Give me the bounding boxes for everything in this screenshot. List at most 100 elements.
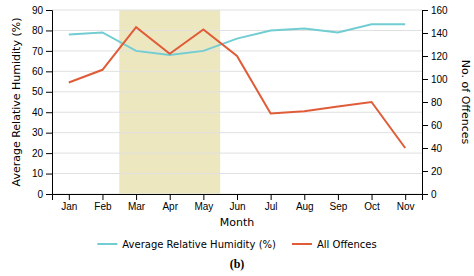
tick-label: Sep bbox=[330, 201, 348, 212]
tick-label: 50 bbox=[32, 86, 44, 97]
tick: 0 bbox=[37, 189, 52, 200]
tick: 80 bbox=[422, 97, 443, 108]
tick: 40 bbox=[32, 107, 52, 118]
axis-line bbox=[53, 195, 423, 201]
tick-mark bbox=[46, 10, 52, 11]
tick-label: 40 bbox=[32, 107, 44, 118]
tick-mark bbox=[46, 194, 52, 195]
tick-mark bbox=[422, 56, 428, 57]
tick-label: 30 bbox=[32, 127, 44, 138]
tick-mark bbox=[422, 125, 428, 126]
tick-mark bbox=[304, 194, 305, 200]
tick-label: 0 bbox=[431, 189, 437, 200]
tick-label: Mar bbox=[128, 201, 146, 212]
tick: 30 bbox=[32, 127, 52, 138]
axis-line bbox=[46, 11, 53, 195]
tick-mark bbox=[46, 92, 52, 93]
tick-mark bbox=[422, 148, 428, 149]
tick-label: 140 bbox=[431, 28, 448, 39]
tick: Sep bbox=[330, 194, 348, 212]
tick-mark bbox=[203, 194, 204, 200]
tick-label: Jul bbox=[265, 201, 278, 212]
grid-line bbox=[52, 112, 422, 113]
tick-mark bbox=[422, 33, 428, 34]
tick: 20 bbox=[32, 148, 52, 159]
tick-mark bbox=[422, 194, 428, 195]
tick-mark bbox=[69, 194, 70, 200]
tick: Aug bbox=[296, 194, 314, 212]
tick-mark bbox=[136, 194, 137, 200]
tick: 40 bbox=[422, 143, 443, 154]
plot: JanFebMarAprMayJunJulAugSepOctNov0102030… bbox=[10, 5, 472, 229]
tick: 80 bbox=[32, 25, 52, 36]
tick-label: May bbox=[194, 201, 213, 212]
tick-mark bbox=[46, 174, 52, 175]
tick-label: 80 bbox=[431, 97, 443, 108]
legend-item: Average Relative Humidity (%) bbox=[97, 239, 276, 250]
caption: (b) bbox=[230, 257, 245, 271]
tick: 100 bbox=[422, 74, 448, 85]
tick-label: 40 bbox=[431, 143, 443, 154]
axis-line bbox=[423, 11, 429, 195]
tick: 20 bbox=[422, 166, 443, 177]
tick-label: Jan bbox=[61, 201, 77, 212]
tick-mark bbox=[46, 153, 52, 154]
tick: Oct bbox=[364, 194, 380, 212]
tick-label: Apr bbox=[162, 201, 178, 212]
grid-line bbox=[52, 132, 422, 133]
legend-swatch bbox=[97, 243, 117, 245]
tick-label: 20 bbox=[32, 148, 44, 159]
grid-line bbox=[52, 91, 422, 92]
tick-mark bbox=[422, 102, 428, 103]
tick-mark bbox=[170, 194, 171, 200]
y2-axis: 020406080100120140160 bbox=[422, 5, 448, 200]
y-axis: 0 10 20 30 40 50 60 70 80 90 bbox=[32, 5, 53, 200]
tick-label: 80 bbox=[32, 25, 44, 36]
tick: 50 bbox=[32, 86, 52, 97]
lines bbox=[69, 24, 405, 148]
legend: Average Relative Humidity (%) All Offence… bbox=[97, 239, 376, 250]
tick: 160 bbox=[422, 5, 448, 16]
tick: 0 bbox=[422, 189, 437, 200]
shaded-region bbox=[119, 10, 220, 194]
tick-mark bbox=[46, 133, 52, 134]
grid-line bbox=[52, 50, 422, 51]
tick-label: 70 bbox=[32, 46, 44, 57]
tick: Mar bbox=[128, 194, 146, 212]
legend-label: All Offences bbox=[317, 239, 377, 250]
grid-line bbox=[52, 153, 422, 154]
tick-label: 160 bbox=[431, 5, 448, 16]
tick: 60 bbox=[422, 120, 443, 131]
chart: JanFebMarAprMayJunJulAugSepOctNov0102030… bbox=[0, 0, 474, 276]
tick-label: 100 bbox=[431, 74, 448, 85]
tick: 60 bbox=[32, 66, 52, 77]
tick: Jul bbox=[265, 194, 278, 212]
tick-label: 60 bbox=[32, 66, 44, 77]
x-axis-title: Month bbox=[220, 216, 255, 229]
tick-mark bbox=[422, 171, 428, 172]
tick-mark bbox=[46, 51, 52, 52]
tick-label: Oct bbox=[364, 201, 380, 212]
line bbox=[69, 27, 405, 148]
tick-mark bbox=[271, 194, 272, 200]
tick-mark bbox=[422, 79, 428, 80]
tick: 140 bbox=[422, 28, 448, 39]
tick: 70 bbox=[32, 46, 52, 57]
legend-label: Average Relative Humidity (%) bbox=[122, 239, 276, 250]
tick-label: 90 bbox=[32, 5, 44, 16]
tick-mark bbox=[372, 194, 373, 200]
tick-mark bbox=[338, 194, 339, 200]
tick-mark bbox=[237, 194, 238, 200]
tick-mark bbox=[102, 194, 103, 200]
tick: 10 bbox=[32, 168, 52, 179]
tick: Jun bbox=[229, 194, 245, 212]
legend-swatch bbox=[292, 243, 312, 245]
tick-label: 10 bbox=[32, 168, 44, 179]
y-axis-title: Average Relative Humidity (%) bbox=[10, 18, 23, 187]
tick-mark bbox=[46, 112, 52, 113]
tick-label: Feb bbox=[94, 201, 112, 212]
tick-mark bbox=[422, 10, 428, 11]
tick-label: Jun bbox=[229, 201, 245, 212]
y2-axis-title: No. of Offences bbox=[459, 60, 472, 145]
tick: May bbox=[194, 194, 213, 212]
